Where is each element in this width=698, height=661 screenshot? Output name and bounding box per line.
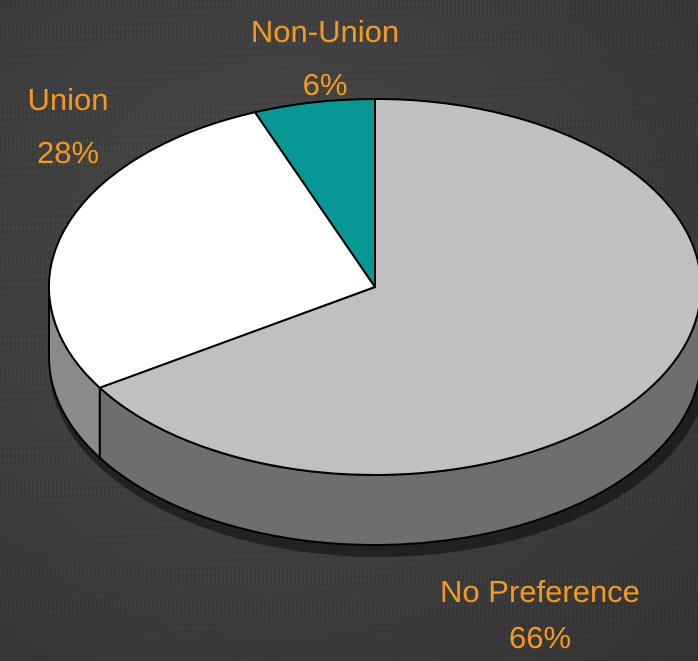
slice-percent-non-union: 6% xyxy=(303,67,348,102)
pie-slice-union xyxy=(48,111,376,389)
slice-percent-union: 28% xyxy=(37,135,99,170)
slice-percent-no-preference: 66% xyxy=(509,620,571,655)
pie-slice-non-union xyxy=(253,98,376,288)
pie-labels: No Preference 66% Union 28% Non-Union 6% xyxy=(28,14,640,655)
pie-tops xyxy=(48,98,698,476)
slice-label-non-union: Non-Union xyxy=(251,14,399,49)
pie-slice-no-preference xyxy=(98,98,698,476)
slice-label-no-preference: No Preference xyxy=(440,574,640,609)
slice-label-union: Union xyxy=(28,82,109,117)
